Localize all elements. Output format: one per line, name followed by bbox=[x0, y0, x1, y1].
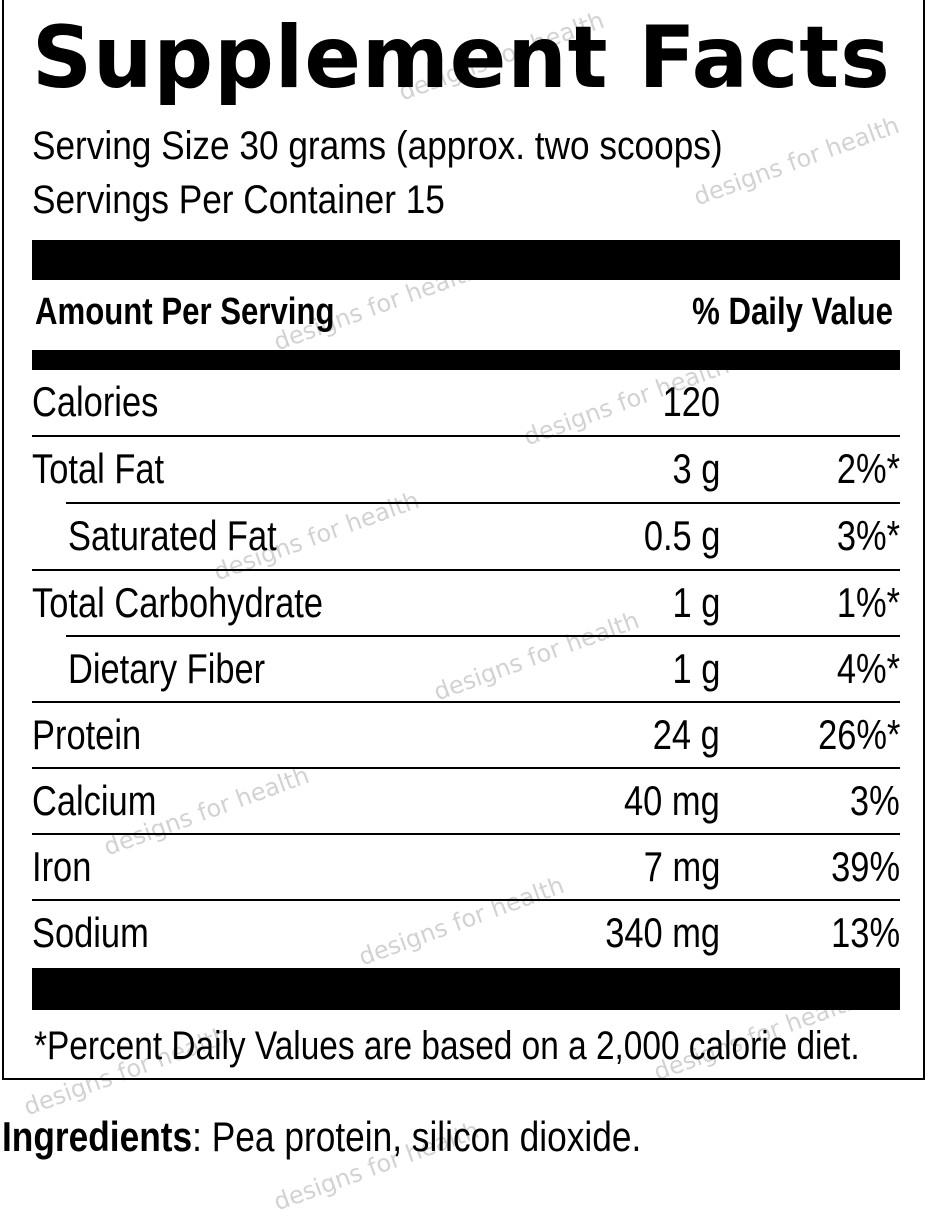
supplement-facts-panel: Supplement Facts Serving Size 30 grams (… bbox=[2, 0, 925, 1080]
nutrient-amount: 7 mg bbox=[643, 843, 720, 890]
thick-divider-header bbox=[32, 350, 900, 370]
nutrient-name: Calories bbox=[32, 378, 159, 425]
nutrient-row-protein: Protein 24 g 26%* bbox=[32, 703, 900, 769]
ingredients-statement: Ingredients: Pea protein, silicon dioxid… bbox=[2, 1112, 641, 1162]
nutrient-row-sodium: Sodium 340 mg 13% bbox=[32, 901, 900, 967]
nutrient-daily-value: 3% bbox=[850, 777, 900, 824]
nutrient-name: Sodium bbox=[32, 909, 149, 956]
nutrient-row-dietary-fiber: Dietary Fiber 1 g 4%* bbox=[32, 637, 900, 703]
nutrient-daily-value: 4%* bbox=[836, 645, 900, 692]
serving-size: Serving Size 30 grams (approx. two scoop… bbox=[32, 124, 723, 168]
nutrient-row-total-carbohydrate: Total Carbohydrate 1 g 1%* bbox=[32, 571, 900, 637]
daily-value-footnote: *Percent Daily Values are based on a 2,0… bbox=[34, 1024, 860, 1068]
nutrient-amount: 24 g bbox=[652, 711, 720, 758]
thick-divider-top bbox=[32, 240, 900, 280]
row-divider bbox=[32, 435, 900, 437]
nutrient-amount: 40 mg bbox=[624, 777, 720, 824]
panel-title: Supplement Facts bbox=[32, 8, 891, 108]
nutrient-name: Dietary Fiber bbox=[68, 645, 266, 692]
nutrient-amount: 1 g bbox=[672, 579, 720, 626]
nutrient-name: Calcium bbox=[32, 777, 157, 824]
amount-per-serving-header: Amount Per Serving bbox=[35, 291, 335, 333]
row-divider bbox=[32, 569, 900, 571]
nutrient-name: Saturated Fat bbox=[68, 512, 277, 559]
row-divider bbox=[32, 899, 900, 901]
ingredients-label: Ingredients bbox=[2, 1113, 193, 1160]
nutrient-daily-value: 2%* bbox=[836, 445, 900, 492]
nutrient-row-calories: Calories 120 bbox=[32, 370, 900, 436]
nutrient-amount: 3 g bbox=[672, 445, 720, 492]
nutrient-row-iron: Iron 7 mg 39% bbox=[32, 835, 900, 901]
nutrient-amount: 1 g bbox=[672, 645, 720, 692]
row-divider bbox=[32, 767, 900, 769]
row-divider bbox=[32, 701, 900, 703]
nutrient-row-total-fat: Total Fat 3 g 2%* bbox=[32, 437, 900, 503]
thick-divider-bottom bbox=[32, 968, 900, 1010]
nutrient-daily-value: 13% bbox=[831, 909, 900, 956]
daily-value-header: % Daily Value bbox=[692, 291, 893, 333]
nutrient-row-saturated-fat: Saturated Fat 0.5 g 3%* bbox=[32, 504, 900, 570]
nutrient-name: Protein bbox=[32, 711, 142, 758]
nutrient-amount: 120 bbox=[662, 378, 720, 425]
nutrient-amount: 0.5 g bbox=[643, 512, 720, 559]
nutrient-amount: 340 mg bbox=[605, 909, 720, 956]
nutrient-name: Total Fat bbox=[32, 445, 165, 492]
nutrient-name: Iron bbox=[32, 843, 92, 890]
nutrient-daily-value: 1%* bbox=[836, 579, 900, 626]
nutrient-name: Total Carbohydrate bbox=[32, 579, 323, 626]
row-divider bbox=[32, 833, 900, 835]
nutrient-row-calcium: Calcium 40 mg 3% bbox=[32, 769, 900, 835]
row-divider bbox=[66, 502, 900, 504]
ingredients-list: : Pea protein, silicon dioxide. bbox=[192, 1113, 642, 1160]
row-divider bbox=[66, 635, 900, 637]
servings-per-container: Servings Per Container 15 bbox=[32, 178, 445, 222]
nutrient-daily-value: 39% bbox=[831, 843, 900, 890]
nutrient-daily-value: 3%* bbox=[836, 512, 900, 559]
nutrient-daily-value: 26%* bbox=[817, 711, 900, 758]
